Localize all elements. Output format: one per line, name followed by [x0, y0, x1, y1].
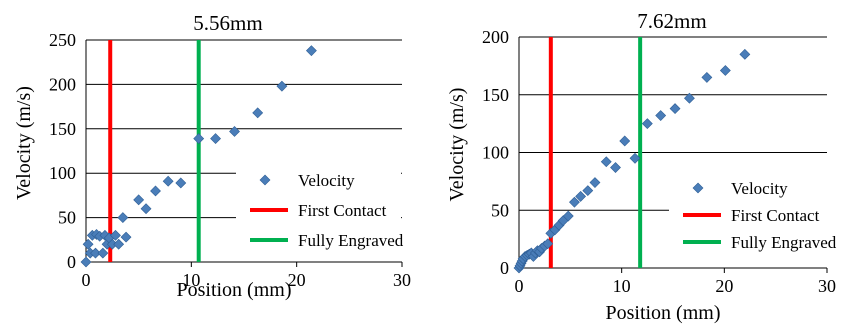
data-point — [120, 231, 132, 243]
x-axis-label: Position (mm) — [605, 302, 720, 324]
data-point — [229, 126, 240, 137]
data-point — [562, 210, 574, 222]
data-point — [276, 80, 288, 92]
data-point — [641, 118, 653, 130]
y-tick-label: 150 — [49, 119, 76, 139]
data-point — [80, 256, 92, 268]
legend-background — [669, 170, 834, 252]
data-point — [193, 133, 205, 144]
data-point — [542, 238, 554, 250]
legend-label-velocity: Velocity — [298, 171, 355, 190]
data-point — [739, 48, 751, 60]
data-point — [575, 190, 587, 202]
data-point — [701, 72, 713, 83]
x-tick-label: 30 — [818, 276, 836, 296]
legend-label-first-contact: First Contact — [298, 201, 387, 220]
x-tick-label: 10 — [613, 276, 631, 296]
y-tick-label: 250 — [49, 30, 76, 50]
x-axis-label: Position (mm) — [176, 279, 291, 301]
data-point — [150, 185, 161, 197]
x-tick-label: 10 — [182, 270, 200, 290]
data-point — [252, 107, 264, 119]
data-point — [684, 92, 695, 104]
data-point — [162, 175, 174, 187]
data-point — [619, 135, 631, 147]
chart-left: 0 50 100 150 200 250 0 10 20 30 5.56mm Position (mm… — [13, 11, 411, 301]
data-point — [90, 247, 101, 259]
data-point — [569, 196, 580, 208]
data-point — [655, 110, 667, 121]
y-tick-label: 0 — [500, 258, 509, 278]
legend-background — [236, 162, 401, 244]
legend-label-first-contact: First Contact — [731, 206, 820, 225]
data-point — [210, 133, 221, 144]
chart-right: 0 50 100 150 200 0 10 20 30 7.62mm Position (mm) Ve… — [446, 9, 837, 324]
y-tick-label: 50 — [58, 208, 76, 228]
data-point — [582, 185, 594, 197]
data-point — [719, 65, 731, 76]
data-point — [669, 103, 681, 115]
data-point — [305, 45, 317, 57]
data-point — [97, 247, 109, 259]
y-tick-label: 50 — [491, 200, 509, 220]
x-tick-label: 20 — [288, 270, 306, 290]
y-tick-label: 200 — [49, 74, 76, 94]
legend-label-velocity: Velocity — [731, 179, 788, 198]
data-point — [600, 156, 612, 168]
chart-title: 5.56mm — [193, 11, 262, 35]
x-tick-label: 20 — [715, 276, 733, 296]
legend-marker-velocity — [692, 182, 704, 194]
data-point — [140, 203, 152, 215]
chart-title: 7.62mm — [637, 9, 706, 33]
y-axis-label: Velocity (m/s) — [13, 86, 35, 200]
x-tick-label: 0 — [82, 270, 91, 290]
y-tick-label: 0 — [67, 252, 76, 272]
data-point — [82, 238, 94, 250]
data-point — [175, 177, 187, 189]
x-tick-label: 30 — [393, 270, 411, 290]
legend-label-fully-engraved: Fully Engraved — [298, 231, 404, 250]
x-tick-label: 0 — [515, 276, 524, 296]
data-point — [117, 212, 129, 224]
data-point — [110, 229, 121, 241]
data-point — [133, 194, 145, 206]
y-tick-label: 100 — [482, 143, 509, 163]
data-point — [113, 238, 125, 250]
data-point — [610, 162, 621, 173]
data-point — [629, 152, 641, 164]
data-point — [589, 177, 601, 188]
legend-marker-velocity — [259, 174, 271, 186]
y-tick-label: 150 — [482, 85, 509, 105]
legend-label-fully-engraved: Fully Engraved — [731, 233, 837, 252]
y-axis-label: Velocity (m/s) — [446, 88, 468, 202]
y-tick-label: 100 — [49, 163, 76, 183]
y-tick-label: 200 — [482, 27, 509, 47]
